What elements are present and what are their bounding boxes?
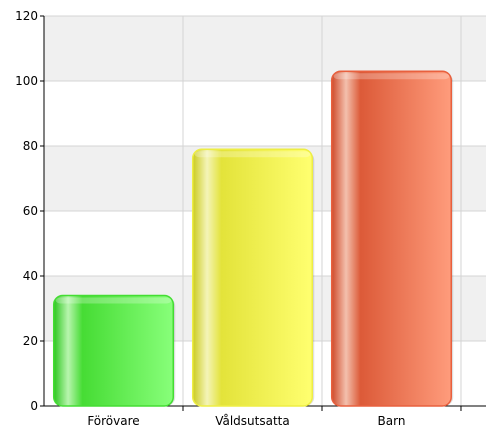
bar-highlight: [55, 297, 172, 304]
y-tick-label: 20: [23, 334, 38, 348]
x-tick-label: Barn: [378, 414, 406, 428]
bar-förövare[interactable]: [52, 294, 175, 407]
y-tick-label: 0: [30, 399, 38, 413]
bar-highlight: [194, 151, 311, 158]
bar-våldsutsatta[interactable]: [191, 148, 314, 407]
y-tick-label: 60: [23, 204, 38, 218]
x-tick-label: Förövare: [87, 414, 139, 428]
bar-highlight: [333, 73, 450, 80]
x-tick-label: Våldsutsatta: [215, 414, 290, 428]
bars: [52, 70, 454, 407]
y-tick-label: 40: [23, 269, 38, 283]
bar-barn[interactable]: [330, 70, 453, 407]
grid-band: [44, 16, 486, 81]
y-tick-label: 100: [15, 74, 38, 88]
tick-labels: 0 20 40 60 80 100 120 Förövare Våldsutsatta Barn: [15, 9, 405, 428]
y-tick-label: 120: [15, 9, 38, 23]
y-tick-label: 80: [23, 139, 38, 153]
